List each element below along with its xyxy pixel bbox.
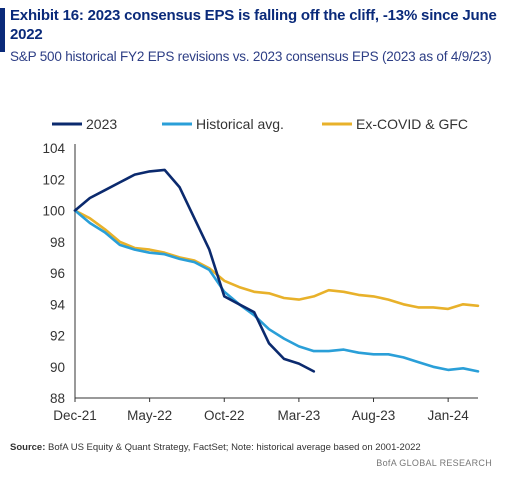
source-text: BofA US Equity & Quant Strategy, FactSet… — [45, 442, 421, 453]
source-note: Source: BofA US Equity & Quant Strategy,… — [10, 442, 421, 453]
x-tick-label: Dec-21 — [53, 408, 97, 423]
y-tick-label: 90 — [50, 360, 65, 375]
x-tick-label: May-22 — [127, 408, 172, 423]
x-tick-label: Jan-24 — [428, 408, 470, 423]
series-line — [73, 168, 316, 373]
y-tick-label: 88 — [50, 391, 65, 406]
research-credit: BofA GLOBAL RESEARCH — [376, 458, 492, 468]
title-accent-bar — [0, 8, 5, 52]
y-tick-label: 92 — [50, 329, 65, 344]
chart-title: Exhibit 16: 2023 consensus EPS is fallin… — [10, 7, 497, 43]
x-tick-label: Mar-23 — [278, 408, 321, 423]
x-tick-label: Oct-22 — [204, 408, 245, 423]
y-tick-label: 94 — [50, 297, 66, 312]
legend-label: 2023 — [86, 116, 117, 132]
series-line — [73, 209, 480, 311]
chart-subtitle: S&P 500 historical FY2 EPS revisions vs.… — [10, 49, 492, 64]
y-tick-label: 96 — [50, 266, 65, 281]
y-tick-label: 102 — [42, 172, 65, 187]
x-tick-label: Aug-23 — [352, 408, 396, 423]
series-line — [73, 209, 480, 373]
legend-label: Ex-COVID & GFC — [356, 116, 468, 132]
y-tick-label: 100 — [42, 204, 65, 219]
y-tick-label: 98 — [50, 235, 65, 250]
source-label: Source: — [10, 442, 46, 453]
legend-label: Historical avg. — [196, 116, 284, 132]
y-tick-label: 104 — [42, 141, 65, 156]
